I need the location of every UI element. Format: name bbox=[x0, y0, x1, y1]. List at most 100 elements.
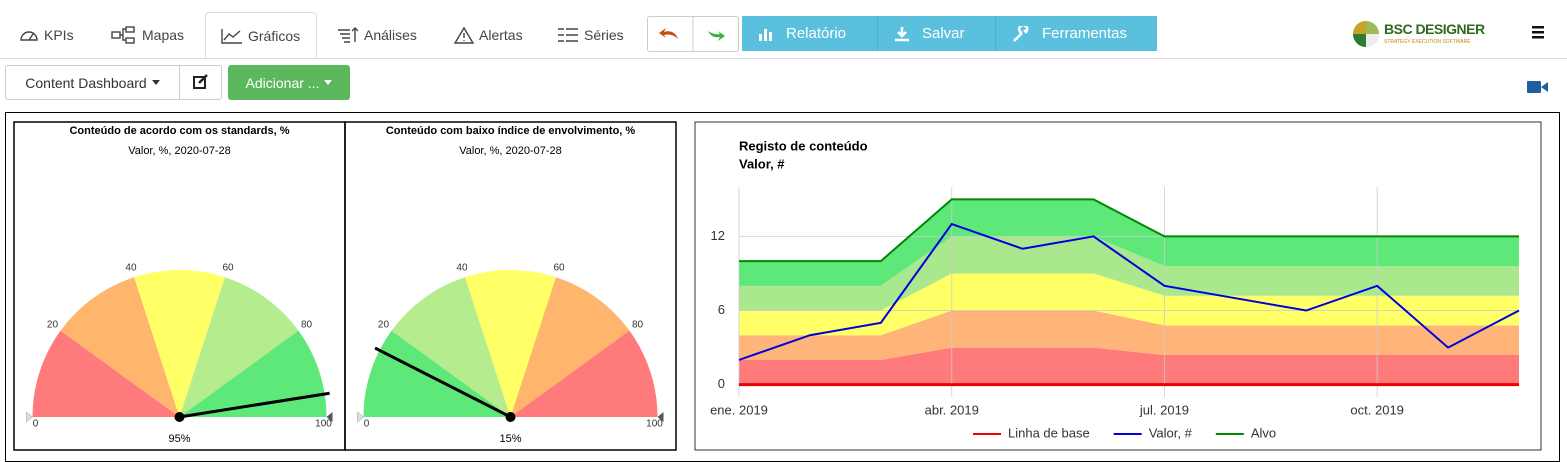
x-tick-label: oct. 2019 bbox=[1350, 402, 1404, 417]
gauge-tick-label: 100 bbox=[646, 419, 663, 430]
gauge-band bbox=[363, 330, 511, 417]
tab[interactable]: Mapas bbox=[110, 12, 200, 58]
target-band bbox=[739, 347, 1519, 385]
target-band bbox=[739, 199, 1519, 286]
gauge-band bbox=[179, 277, 299, 417]
icon bbox=[338, 27, 359, 43]
gauge-tick-label: 80 bbox=[632, 319, 644, 330]
button-label[interactable]: Salvar bbox=[922, 25, 965, 42]
gauge-tick-label: 60 bbox=[222, 262, 234, 273]
legend-label: Linha de base bbox=[1008, 425, 1090, 440]
logo-name: BSC DESIGNER bbox=[1384, 21, 1485, 37]
video-icon[interactable] bbox=[1527, 80, 1549, 94]
icon bbox=[453, 26, 475, 44]
chart-frame bbox=[694, 121, 1542, 451]
legend-label: Alvo bbox=[1251, 425, 1276, 440]
chart-title: Registo de conteúdo bbox=[739, 138, 868, 153]
gauge-band bbox=[32, 330, 180, 417]
undo-icon[interactable] bbox=[659, 28, 678, 39]
tab-label[interactable]: Análises bbox=[364, 27, 417, 43]
tab[interactable]: Alertas bbox=[453, 12, 533, 58]
save-button[interactable]: Salvar bbox=[877, 16, 995, 51]
gauge-subtitle: Valor, %, 2020-07-28 bbox=[128, 145, 231, 157]
toolbar-divider bbox=[0, 58, 1567, 59]
gauge-band bbox=[179, 330, 327, 417]
caret bbox=[151, 80, 160, 85]
gauge-end-marker bbox=[326, 412, 333, 422]
gauge-tick-label: 40 bbox=[456, 262, 468, 273]
undo-redo-group bbox=[647, 16, 739, 52]
y-tick-label: 6 bbox=[718, 302, 725, 317]
gauge-tick-label: 40 bbox=[125, 262, 137, 273]
gauge-needle bbox=[374, 346, 512, 419]
x-tick-label: abr. 2019 bbox=[925, 402, 979, 417]
add-button-label[interactable]: Adicionar ... bbox=[245, 74, 320, 91]
gauge-band bbox=[134, 270, 225, 417]
y-tick-label: 0 bbox=[718, 376, 725, 391]
gauge-end-marker bbox=[657, 412, 664, 422]
caret bbox=[324, 80, 333, 85]
gauge-tick-label: 20 bbox=[378, 319, 390, 330]
icon bbox=[221, 28, 242, 44]
menu-icon[interactable] bbox=[1532, 25, 1544, 39]
gauge-title: Conteúdo de acordo com os standards, % bbox=[69, 125, 289, 137]
gauge-tick-label: 80 bbox=[301, 319, 313, 330]
edit-button[interactable] bbox=[179, 65, 222, 100]
tab[interactable]: KPIs bbox=[18, 12, 88, 58]
logo: BSC DESIGNER STRATEGY EXECUTION SOFTWARE bbox=[1352, 20, 1485, 50]
series-line bbox=[738, 222, 1520, 361]
chart-subtitle: Valor, # bbox=[739, 156, 785, 171]
legend-label: Valor, # bbox=[1149, 425, 1193, 440]
icon bbox=[111, 26, 135, 44]
gauge-hub bbox=[505, 412, 516, 422]
tab-label[interactable]: Mapas bbox=[142, 27, 185, 43]
target-band bbox=[739, 273, 1519, 336]
tab[interactable]: Gráficos bbox=[205, 12, 317, 58]
gauge-end-marker bbox=[357, 411, 364, 423]
icon bbox=[20, 31, 38, 41]
gauge-band bbox=[60, 277, 180, 417]
tab[interactable]: Análises bbox=[336, 12, 426, 58]
gauge-needle bbox=[179, 391, 330, 419]
tools-button[interactable]: Ferramentas bbox=[995, 16, 1157, 51]
icon bbox=[558, 28, 578, 42]
gauge-tick-label: 60 bbox=[553, 262, 565, 273]
gauge-value-label: 95% bbox=[168, 433, 190, 445]
tab-label[interactable]: KPIs bbox=[44, 27, 74, 43]
gauge-tick-label: 20 bbox=[47, 319, 59, 330]
icon bbox=[895, 26, 909, 41]
gauge-frame bbox=[344, 121, 677, 451]
gauge-tick-label: 0 bbox=[33, 419, 39, 430]
undo-redo-icons bbox=[659, 17, 725, 51]
tab-label[interactable]: Alertas bbox=[479, 27, 523, 43]
edit-icon bbox=[193, 74, 208, 89]
gauge-value-label: 15% bbox=[499, 433, 521, 445]
icon bbox=[1013, 25, 1029, 42]
gauge-title: Conteúdo com baixo índice de envolviment… bbox=[386, 125, 636, 137]
target-band bbox=[739, 236, 1519, 311]
tab[interactable]: Séries bbox=[556, 12, 631, 58]
gauge-band bbox=[510, 330, 658, 417]
icon bbox=[759, 28, 772, 41]
tab-label[interactable]: Gráficos bbox=[248, 27, 301, 44]
gauge-tick-label: 0 bbox=[364, 419, 370, 430]
x-tick-label: ene. 2019 bbox=[710, 402, 768, 417]
series-line bbox=[739, 198, 1519, 263]
tab-label[interactable]: Séries bbox=[584, 27, 624, 43]
gauge-hub bbox=[174, 412, 185, 422]
gauge-band bbox=[465, 270, 556, 417]
report-button[interactable]: Relatório bbox=[742, 16, 877, 51]
y-tick-label: 12 bbox=[711, 228, 725, 243]
redo-icon[interactable] bbox=[708, 31, 725, 41]
button-label[interactable]: Relatório bbox=[786, 25, 847, 42]
gauge-end-marker bbox=[26, 411, 33, 423]
gauge-subtitle: Valor, %, 2020-07-28 bbox=[459, 145, 562, 157]
x-tick-label: jul. 2019 bbox=[1139, 402, 1189, 417]
dashboard-name[interactable]: Content Dashboard bbox=[25, 74, 147, 91]
add-button[interactable]: Adicionar ... bbox=[228, 65, 350, 100]
button-label[interactable]: Ferramentas bbox=[1042, 25, 1128, 42]
gauge-band bbox=[510, 277, 630, 417]
gauge-tick-label: 100 bbox=[315, 419, 332, 430]
